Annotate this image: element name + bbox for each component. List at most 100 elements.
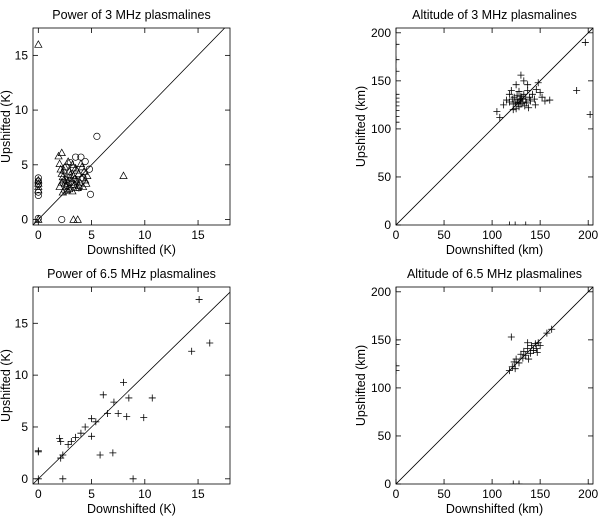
plus-point — [534, 79, 542, 87]
x-tick-label: 10 — [138, 487, 152, 501]
y-tick-label: 150 — [371, 333, 391, 347]
triangle-point — [77, 162, 87, 171]
plus-point — [517, 350, 525, 358]
y-tick-label: 200 — [371, 26, 391, 40]
circle-point — [79, 174, 87, 182]
plus-point — [120, 378, 128, 386]
plus-point — [110, 398, 118, 406]
plus-point — [527, 342, 535, 350]
triangle-point — [57, 148, 66, 156]
identity-line — [33, 291, 230, 484]
y-axis-label: Upshifted (km) — [354, 86, 368, 167]
plus-point — [536, 342, 544, 350]
plus-point — [104, 409, 112, 417]
plus-point — [109, 449, 117, 457]
circle-point — [34, 191, 42, 200]
plus-point — [533, 348, 541, 356]
plus-point — [536, 88, 544, 96]
y-tick-label: 10 — [15, 368, 29, 382]
plus-point — [500, 101, 508, 109]
plus-point — [396, 336, 400, 344]
triangle-point — [34, 40, 43, 48]
triangle-point — [71, 183, 80, 192]
triangle-point — [72, 175, 81, 184]
plus-point — [88, 415, 96, 423]
plus-point — [517, 92, 525, 100]
triangle-point — [34, 215, 43, 223]
plus-point — [526, 93, 534, 101]
triangle-point — [80, 175, 90, 184]
plus-point — [520, 347, 528, 355]
power-6-5mhz-panel: Power of 6.5 MHz plasmalines 0 5 10 15 0 5 10 15… — [0, 267, 231, 516]
plus-point — [517, 100, 525, 108]
plus-point — [523, 99, 531, 107]
plus-point — [509, 480, 517, 484]
plus-point — [396, 341, 400, 349]
y-tick-label: 0 — [384, 477, 391, 491]
plus-point — [512, 81, 520, 89]
plus-point — [519, 354, 527, 362]
plot-frame — [395, 27, 594, 226]
triangle-point — [69, 171, 78, 179]
chart-title: Altitude of 6.5 MHz plasmalines — [407, 267, 582, 281]
triangle-point — [70, 180, 79, 188]
x-tick-label: 0 — [35, 487, 42, 501]
plus-point — [510, 93, 518, 101]
plus-point — [507, 86, 515, 94]
plus-point — [59, 475, 67, 483]
x-axis-label: Downshifted (km) — [446, 243, 543, 257]
triangle-point — [58, 187, 68, 196]
circle-point — [34, 188, 42, 196]
plus-point — [505, 90, 513, 98]
plus-point — [509, 106, 517, 114]
plus-point — [522, 221, 530, 225]
plus-point — [525, 104, 533, 112]
x-tick-label: 50 — [437, 487, 451, 501]
plus-point — [527, 349, 535, 357]
x-tick-label: 10 — [138, 228, 152, 242]
plus-point — [206, 339, 214, 347]
plus-point — [396, 98, 400, 106]
plus-point — [56, 434, 64, 442]
y-tick-label: 15 — [15, 316, 29, 330]
plus-point — [511, 98, 519, 106]
circle-point — [85, 165, 93, 173]
triangle-point — [62, 185, 72, 194]
plus-point — [396, 40, 400, 48]
plot-area — [396, 28, 593, 225]
plus-point — [531, 340, 539, 348]
plus-point — [528, 90, 536, 98]
y-tick-label: 50 — [378, 170, 392, 184]
plus-point — [396, 94, 400, 102]
y-tick-label: 0 — [384, 218, 391, 232]
plus-point — [77, 429, 85, 437]
plus-point — [57, 437, 65, 445]
x-axis-label: Downshifted (K) — [87, 502, 176, 516]
y-tick-label: 5 — [21, 420, 28, 434]
plus-point — [514, 99, 522, 107]
plus-point — [92, 418, 100, 426]
triangle-point — [119, 171, 128, 179]
triangle-point — [55, 182, 64, 190]
x-tick-label: 0 — [35, 228, 42, 242]
plus-point — [72, 433, 80, 441]
plus-point — [543, 329, 551, 337]
altitude-3mhz-panel: Altitude of 3 MHz plasmalines 0 50 100 150 20… — [354, 8, 598, 257]
plus-point — [519, 98, 527, 106]
plus-point — [396, 107, 400, 115]
plus-point — [88, 432, 96, 440]
x-tick-label: 5 — [88, 487, 95, 501]
x-tick-label: 15 — [191, 228, 205, 242]
triangle-point — [57, 177, 66, 186]
plus-point — [396, 67, 400, 75]
chart-title: Altitude of 3 MHz plasmalines — [412, 8, 577, 22]
circle-point — [69, 164, 78, 172]
plus-point — [541, 97, 549, 105]
y-tick-label: 15 — [15, 48, 29, 62]
plot-area — [33, 28, 225, 225]
plus-point — [517, 71, 525, 79]
plus-point — [527, 97, 535, 105]
plus-point — [396, 56, 400, 64]
chart-title: Power of 3 MHz plasmalines — [52, 8, 210, 22]
